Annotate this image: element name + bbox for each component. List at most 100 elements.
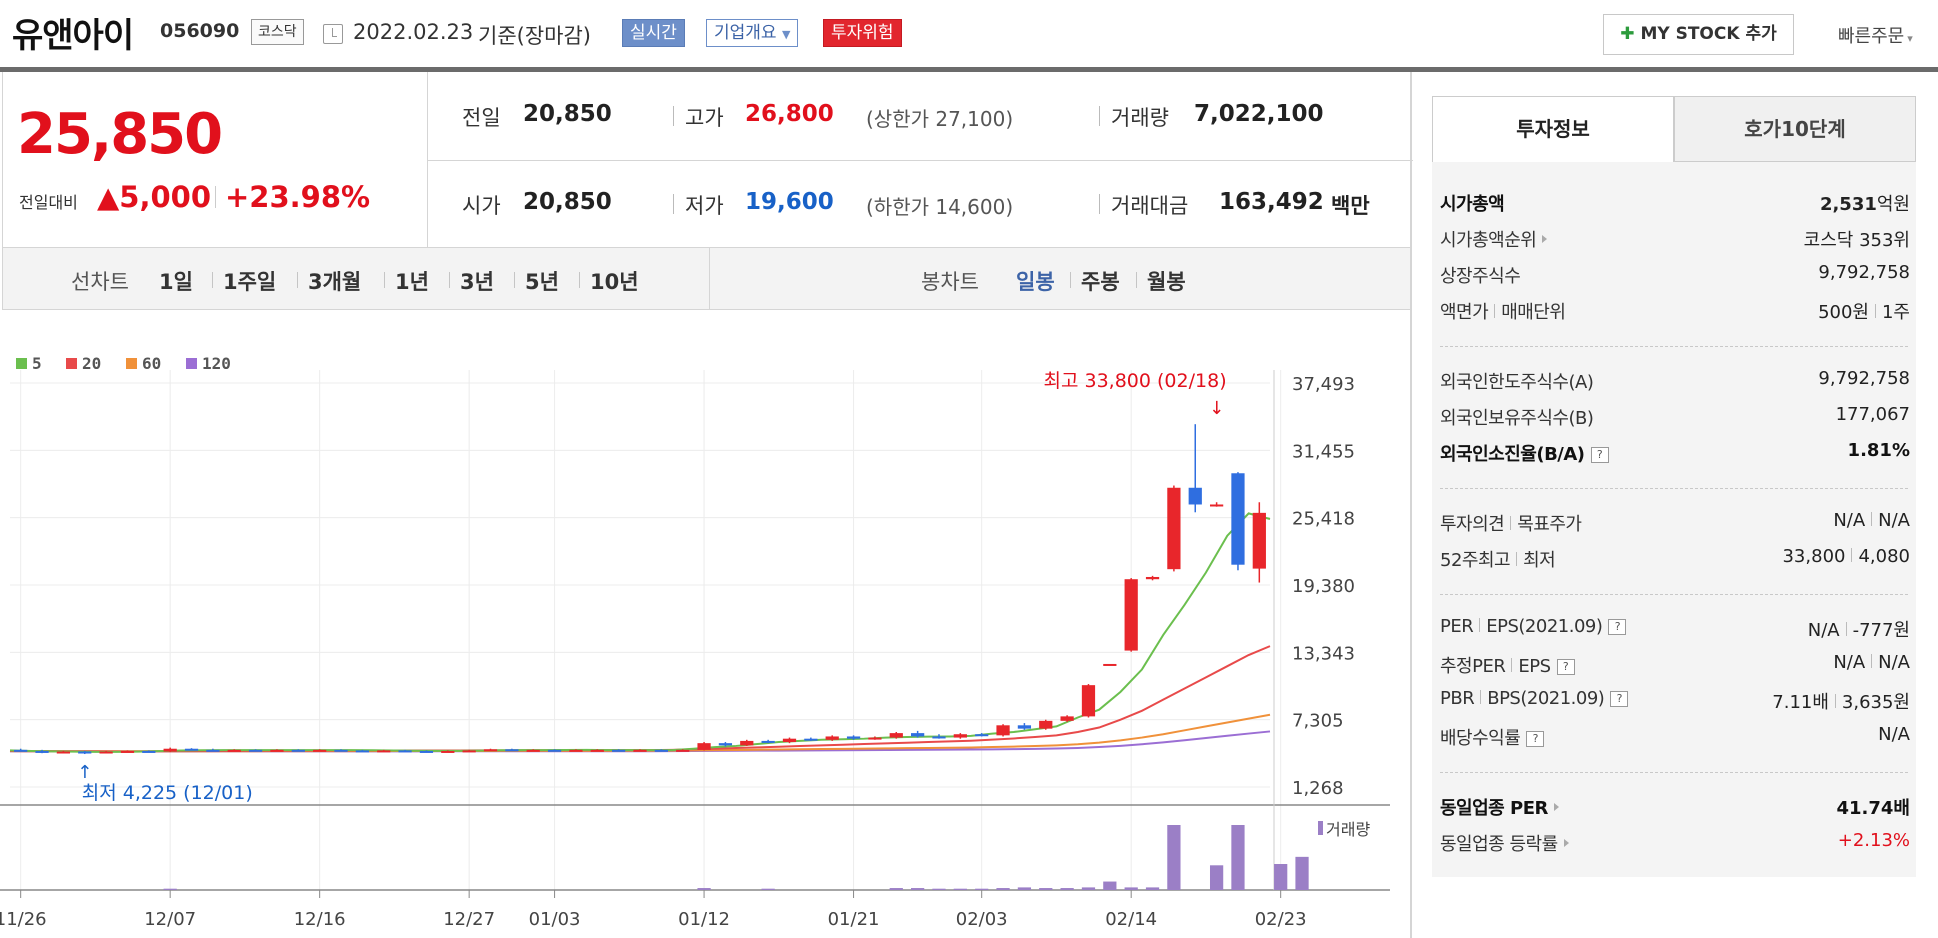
dividend-label: 배당수익률: [1440, 728, 1521, 749]
pbr-value: 7.11배: [1772, 692, 1829, 713]
legend-swatch: [126, 358, 137, 369]
industry-change-label: 동일업종 등락률: [1440, 834, 1558, 855]
tab-invest-info[interactable]: 투자정보: [1432, 96, 1674, 162]
realtime-button[interactable]: 실시간: [622, 19, 685, 47]
tab-3month[interactable]: 3개월: [308, 270, 362, 294]
header-divider: [0, 67, 1938, 72]
volume-legend-label: 거래량: [1326, 820, 1370, 839]
volume-bar: [932, 888, 946, 890]
volume-label: 거래량: [1111, 106, 1169, 130]
tab-5year[interactable]: 5년: [525, 270, 559, 294]
chevron-down-icon: ▼: [781, 28, 791, 41]
help-icon[interactable]: ?: [1556, 659, 1575, 675]
divider: [384, 272, 385, 288]
tab-1year[interactable]: 1년: [395, 270, 429, 294]
candle-body: [654, 749, 668, 752]
x-tick-label: 02/23: [1255, 909, 1307, 930]
volume-bar: [889, 888, 903, 890]
industry-change-row[interactable]: 동일업종 등락률 +2.13%: [1432, 824, 1916, 860]
tab-daily[interactable]: 일봉: [1016, 270, 1055, 294]
line-chart-heading: 선차트: [71, 270, 129, 294]
open-value: 20,850: [523, 189, 612, 215]
candle-body: [569, 749, 583, 752]
x-tick-label: 02/14: [1105, 909, 1157, 930]
x-tick-label: 12/07: [144, 909, 196, 930]
candle-body: [996, 725, 1010, 736]
tab-monthly[interactable]: 월봉: [1147, 270, 1186, 294]
tab-orderbook[interactable]: 호가10단계: [1674, 96, 1916, 162]
candle-body: [868, 737, 882, 740]
prev-close-value: 20,850: [523, 101, 612, 127]
market-cap-rank-row[interactable]: 시가총액순위 코스닥 353위: [1432, 220, 1916, 256]
divider: [1070, 272, 1071, 288]
x-tick-label: 01/12: [678, 909, 730, 930]
trade-value-unit: 백만: [1331, 194, 1370, 218]
candle-body: [248, 749, 263, 752]
company-overview-dropdown[interactable]: 기업개요 ▼: [706, 19, 799, 47]
candle-body: [377, 750, 391, 753]
candle-body: [953, 734, 967, 738]
candle-body: [120, 750, 135, 753]
candle-body: [825, 736, 839, 740]
quick-order-dropdown[interactable]: 빠른주문: [1838, 22, 1913, 48]
help-icon[interactable]: ?: [1590, 447, 1609, 463]
candle-body: [1124, 579, 1138, 651]
dividend-value: N/A: [1878, 724, 1910, 745]
volume-bar: [1167, 825, 1181, 890]
candle-body: [526, 749, 540, 752]
company-overview-label: 기업개요: [714, 23, 777, 43]
tab-weekly[interactable]: 주봉: [1081, 270, 1120, 294]
help-icon[interactable]: ?: [1526, 731, 1545, 747]
foreign-hold-row: 외국인보유주식수(B) 177,067: [1432, 398, 1916, 434]
moving-average-line-120: [9, 730, 1271, 753]
target-price-label: 목표주가: [1517, 514, 1582, 535]
candle-body: [761, 740, 775, 743]
x-tick-label: 01/21: [828, 909, 880, 930]
volume-bar: [163, 888, 177, 890]
divider: [1099, 106, 1100, 126]
week52-low-label: 최저: [1523, 550, 1556, 571]
tab-3year[interactable]: 3년: [460, 270, 494, 294]
candle-body: [206, 749, 220, 752]
foreign-limit-row: 외국인한도주식수(A) 9,792,758: [1432, 362, 1916, 398]
prev-close-label: 전일: [462, 106, 501, 130]
help-icon[interactable]: ?: [1608, 619, 1627, 635]
divider: [427, 160, 1413, 161]
legend-label: 5: [32, 354, 42, 373]
current-price: 25,850: [17, 102, 223, 167]
caret-right-icon: [1563, 839, 1569, 847]
plus-icon: ✚: [1620, 24, 1641, 44]
volume-bar: [1274, 864, 1288, 890]
industry-per-row[interactable]: 동일업종 PER 41.74배: [1432, 788, 1916, 824]
legend-swatch: [186, 358, 197, 369]
candle-body: [355, 750, 369, 753]
tab-10year[interactable]: 10년: [590, 270, 639, 294]
candle-body: [697, 743, 711, 750]
tab-1day[interactable]: 1일: [159, 270, 193, 294]
market-cap-rank-value: 코스닥 353위: [1803, 230, 1910, 251]
volume-bar: [1103, 881, 1117, 890]
y-tick-label: 19,380: [1292, 576, 1355, 597]
candle-body: [1103, 663, 1117, 666]
help-icon[interactable]: ?: [1610, 691, 1629, 707]
y-tick-label: 37,493: [1292, 374, 1355, 395]
add-mystock-label: MY STOCK 추가: [1640, 24, 1777, 44]
down-arrow-icon: ↓: [1209, 398, 1224, 419]
volume-bar: [996, 888, 1010, 890]
add-mystock-button[interactable]: ✚ MY STOCK 추가: [1603, 14, 1794, 55]
volume-bar: [1209, 865, 1224, 890]
industry-change-value: +2.13%: [1837, 830, 1910, 851]
opinion-row: 투자의견 목표주가 N/A N/A: [1432, 504, 1916, 540]
candle-body: [1081, 685, 1096, 717]
candle-body: [1039, 720, 1053, 729]
candle-body: [1188, 487, 1202, 505]
candle-body: [184, 748, 199, 751]
candle-body: [975, 734, 989, 737]
market-cap-label: 시가총액: [1440, 194, 1505, 215]
candle-body: [1145, 576, 1160, 580]
as-of-date: 2022.02.23: [353, 20, 474, 44]
price-panel: 25,850 전일대비 ▲5,000 +23.98% 전일 20,850 고가 …: [2, 72, 1413, 248]
candle-body: [483, 749, 498, 752]
y-tick-label: 1,268: [1292, 778, 1344, 799]
tab-1week[interactable]: 1주일: [223, 270, 277, 294]
